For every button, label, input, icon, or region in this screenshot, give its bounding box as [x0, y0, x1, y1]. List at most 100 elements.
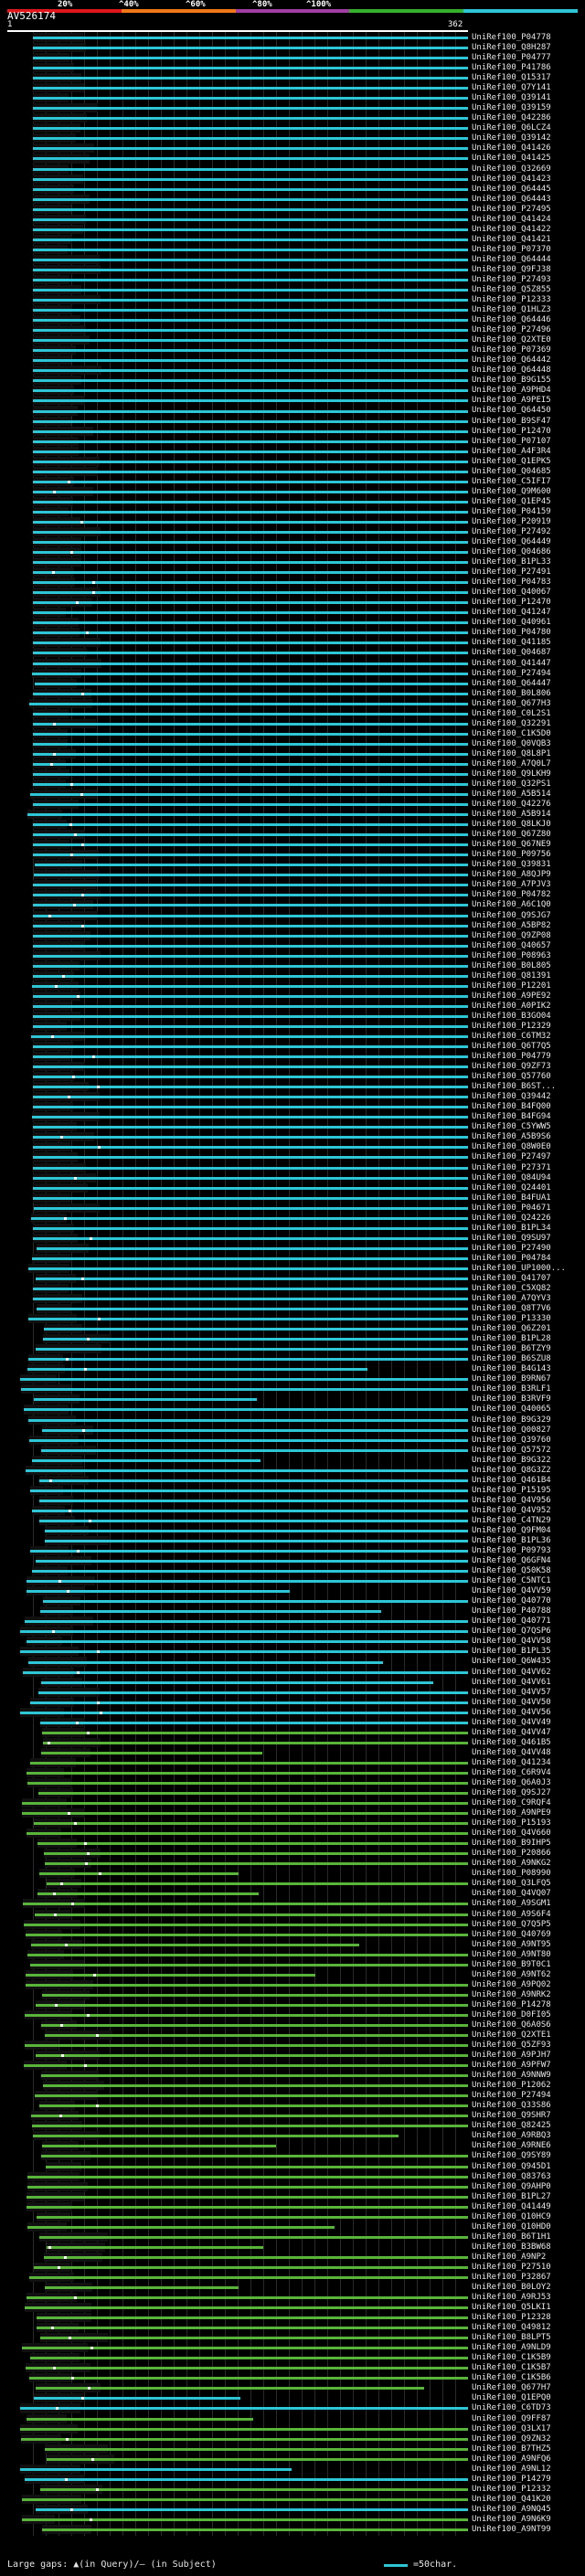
hit-row[interactable]: UniRef100_A9SGM1: [0, 1899, 585, 1909]
hit-row[interactable]: UniRef100_A7QYV3: [0, 1294, 585, 1304]
hit-label[interactable]: UniRef100_A9NRK2: [472, 1989, 551, 1999]
hit-row[interactable]: UniRef100_Q39442: [0, 1092, 585, 1102]
hit-row[interactable]: UniRef100_Q2XTE0: [0, 335, 585, 345]
hit-row[interactable]: UniRef100_Q41423: [0, 174, 585, 185]
hit-label[interactable]: UniRef100_Q41K20: [472, 2494, 551, 2504]
hit-label[interactable]: UniRef100_P12470: [472, 426, 551, 436]
hit-label[interactable]: UniRef100_A5B514: [472, 790, 551, 800]
hit-label[interactable]: UniRef100_Q42276: [472, 800, 551, 810]
hit-label[interactable]: UniRef100_Q461B4: [472, 1475, 551, 1485]
hit-label[interactable]: UniRef100_A9NQ45: [472, 2504, 551, 2514]
hit-row[interactable]: UniRef100_Q10HC9: [0, 2211, 585, 2222]
hit-row[interactable]: UniRef100_Q4VV58: [0, 1637, 585, 1647]
hit-row[interactable]: UniRef100_Q64447: [0, 678, 585, 689]
hit-row[interactable]: UniRef100_P12329: [0, 1021, 585, 1032]
hit-row[interactable]: UniRef100_Q83763: [0, 2171, 585, 2182]
hit-row[interactable]: UniRef100_Q1EP45: [0, 496, 585, 507]
hit-row[interactable]: UniRef100_P27510: [0, 2262, 585, 2273]
hit-label[interactable]: UniRef100_B7THZ5: [472, 2443, 551, 2454]
hit-row[interactable]: UniRef100_P12201: [0, 981, 585, 991]
hit-row[interactable]: UniRef100_Q3LX17: [0, 2423, 585, 2434]
hit-label[interactable]: UniRef100_Q40770: [472, 1596, 551, 1606]
hit-row[interactable]: UniRef100_B3GO04: [0, 1011, 585, 1022]
hit-label[interactable]: UniRef100_Q04687: [472, 648, 551, 658]
hit-row[interactable]: UniRef100_A7PJV3: [0, 880, 585, 890]
hit-row[interactable]: UniRef100_Q6A0J3: [0, 1777, 585, 1788]
hit-label[interactable]: UniRef100_Q1EPQ0: [472, 2393, 551, 2403]
hit-row[interactable]: UniRef100_Q64442: [0, 355, 585, 366]
hit-row[interactable]: UniRef100_Q40770: [0, 1596, 585, 1606]
hit-label[interactable]: UniRef100_Q41185: [472, 638, 551, 648]
hit-row[interactable]: UniRef100_P04777: [0, 53, 585, 63]
hit-label[interactable]: UniRef100_Q4VQ07: [472, 1889, 551, 1899]
hit-row[interactable]: UniRef100_Q41K20: [0, 2494, 585, 2505]
hit-label[interactable]: UniRef100_B9G322: [472, 1455, 551, 1465]
hit-label[interactable]: UniRef100_P27493: [472, 274, 551, 284]
hit-label[interactable]: UniRef100_Q7Y141: [472, 83, 551, 93]
hit-label[interactable]: UniRef100_A9NNW9: [472, 2071, 551, 2081]
hit-row[interactable]: UniRef100_Q40065: [0, 1405, 585, 1415]
hit-label[interactable]: UniRef100_P15195: [472, 1485, 551, 1495]
hit-row[interactable]: UniRef100_P04779: [0, 1052, 585, 1062]
hit-label[interactable]: UniRef100_P04784: [472, 1253, 551, 1263]
hit-label[interactable]: UniRef100_P27496: [472, 325, 551, 335]
hit-row[interactable]: UniRef100_B9RN67: [0, 1374, 585, 1384]
hit-label[interactable]: UniRef100_Q67Z80: [472, 830, 551, 840]
hit-label[interactable]: UniRef100_P27494: [472, 668, 551, 678]
hit-row[interactable]: UniRef100_Q40769: [0, 1929, 585, 1940]
hit-label[interactable]: UniRef100_B4FUA1: [472, 1193, 551, 1203]
hit-label[interactable]: UniRef100_A9NL12: [472, 2464, 551, 2474]
hit-label[interactable]: UniRef100_A5B914: [472, 810, 551, 820]
hit-label[interactable]: UniRef100_B9RN67: [472, 1374, 551, 1384]
hit-row[interactable]: UniRef100_Q0VQB3: [0, 738, 585, 749]
hit-row[interactable]: UniRef100_Q00827: [0, 1425, 585, 1436]
hit-label[interactable]: UniRef100_B1PL28: [472, 1334, 551, 1344]
hit-label[interactable]: UniRef100_Q461B5: [472, 1737, 551, 1747]
hit-row[interactable]: UniRef100_Q6Z201: [0, 1324, 585, 1334]
hit-row[interactable]: UniRef100_P04159: [0, 506, 585, 517]
hit-label[interactable]: UniRef100_Q5ZF93: [472, 2041, 551, 2051]
hit-row[interactable]: UniRef100_P08990: [0, 1869, 585, 1879]
hit-label[interactable]: UniRef100_Q24401: [472, 1182, 551, 1193]
hit-row[interactable]: UniRef100_B4FQ00: [0, 1102, 585, 1112]
hit-label[interactable]: UniRef100_P04780: [472, 628, 551, 638]
hit-row[interactable]: UniRef100_B1PL33: [0, 557, 585, 567]
hit-label[interactable]: UniRef100_P09756: [472, 850, 551, 860]
hit-row[interactable]: UniRef100_Q7QSP6: [0, 1627, 585, 1637]
hit-row[interactable]: UniRef100_Q81391: [0, 970, 585, 981]
hit-row[interactable]: UniRef100_Q4VV50: [0, 1697, 585, 1708]
hit-label[interactable]: UniRef100_Q40657: [472, 940, 551, 950]
hit-label[interactable]: UniRef100_P12329: [472, 1021, 551, 1031]
hit-row[interactable]: UniRef100_Q4VV56: [0, 1707, 585, 1718]
hit-row[interactable]: UniRef100_D0FI05: [0, 2009, 585, 2020]
hit-row[interactable]: UniRef100_Q4VQ07: [0, 1889, 585, 1899]
hit-row[interactable]: UniRef100_A9NL12: [0, 2464, 585, 2475]
hit-row[interactable]: UniRef100_A9PFW7: [0, 2061, 585, 2071]
hit-row[interactable]: UniRef100_C6R9V4: [0, 1767, 585, 1778]
hit-row[interactable]: UniRef100_C6TM32: [0, 1031, 585, 1042]
hit-row[interactable]: UniRef100_Q9SU97: [0, 1233, 585, 1244]
hit-label[interactable]: UniRef100_Q6LCZ4: [472, 123, 551, 133]
hit-row[interactable]: UniRef100_B3RLF1: [0, 1384, 585, 1394]
hit-row[interactable]: UniRef100_Q8L8P1: [0, 748, 585, 759]
hit-label[interactable]: UniRef100_Q9SJG7: [472, 910, 551, 920]
hit-row[interactable]: UniRef100_C1K5B6: [0, 2373, 585, 2383]
hit-label[interactable]: UniRef100_Q8T7V6: [472, 1304, 551, 1314]
hit-label[interactable]: UniRef100_Q4VV58: [472, 1637, 551, 1647]
hit-label[interactable]: UniRef100_Q5LKI1: [472, 2303, 551, 2313]
hit-row[interactable]: UniRef100_A5B914: [0, 810, 585, 820]
hit-label[interactable]: UniRef100_P27510: [472, 2262, 551, 2272]
hit-label[interactable]: UniRef100_B6SZU8: [472, 1354, 551, 1364]
hit-row[interactable]: UniRef100_Q7Q5P5: [0, 1919, 585, 1930]
hit-label[interactable]: UniRef100_P04782: [472, 890, 551, 900]
hit-row[interactable]: UniRef100_Q4V956: [0, 1495, 585, 1506]
hit-row[interactable]: UniRef100_Q677H3: [0, 698, 585, 709]
hit-row[interactable]: UniRef100_Q9FJ38: [0, 264, 585, 275]
hit-row[interactable]: UniRef100_Q57572: [0, 1445, 585, 1456]
hit-row[interactable]: UniRef100_C5YWW5: [0, 1122, 585, 1132]
hit-label[interactable]: UniRef100_B3GO04: [472, 1011, 551, 1021]
hit-row[interactable]: UniRef100_A4F3R4: [0, 446, 585, 457]
hit-row[interactable]: UniRef100_Q677H7: [0, 2383, 585, 2393]
hit-label[interactable]: UniRef100_Q9FJ38: [472, 264, 551, 274]
hit-label[interactable]: UniRef100_P04778: [472, 33, 551, 42]
